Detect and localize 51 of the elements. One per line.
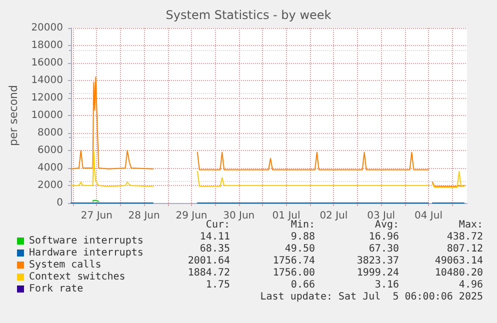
- text: 438.72: [446, 232, 483, 242]
- x-tick-label: 27 Jun: [80, 210, 112, 222]
- y-tick-label: 4000: [38, 162, 63, 174]
- legend-label: Software interrupts: [29, 236, 144, 246]
- text: 49063.14: [434, 256, 484, 266]
- x-tick-label: 02 Jul: [320, 210, 348, 222]
- text: 1756.74: [272, 256, 316, 266]
- text: Min:: [290, 220, 316, 230]
- text: 16.96: [368, 232, 400, 242]
- text: Cur:: [206, 220, 230, 230]
- x-tick-label: 28 Jun: [128, 210, 160, 222]
- legend-label: System calls: [29, 260, 102, 270]
- text: 67.30: [368, 244, 400, 254]
- x-tick-label: 29 Jun: [176, 210, 208, 222]
- y-tick-label: 8000: [38, 128, 63, 138]
- text: 10480.20: [434, 268, 484, 278]
- y-tick-label: 14000: [31, 75, 63, 86]
- text: 0.66: [290, 280, 316, 290]
- text: 3.16: [374, 280, 400, 290]
- y-tick-label: 2000: [38, 180, 63, 191]
- text: Last update: Sat Jul 5 06:00:06 2025: [260, 292, 484, 302]
- text: 1756.00: [272, 268, 316, 278]
- y-tick-label: 18000: [31, 40, 63, 51]
- legend-label: Hardware interrupts: [29, 248, 144, 258]
- y-axis-title: per second: [7, 85, 20, 146]
- x-tick-label: 04 Jul: [414, 210, 442, 222]
- text: 1.75: [206, 280, 230, 290]
- text: 68.35: [200, 244, 230, 254]
- x-tick-label: 30 Jun: [223, 210, 255, 222]
- x-tick-label: 03 Jul: [367, 210, 396, 222]
- y-tick-label: 20000: [31, 22, 63, 34]
- text: Max:: [458, 220, 484, 230]
- text: 3823.37: [356, 256, 400, 266]
- text: Avg:: [374, 220, 400, 230]
- y-tick-label: 0: [56, 198, 63, 208]
- y-tick-label: 6000: [38, 145, 63, 156]
- text: 14.11: [200, 232, 230, 242]
- legend-label: Fork rate: [29, 284, 84, 294]
- y-tick-label: 10000: [31, 110, 63, 121]
- text: 9.88: [290, 232, 316, 242]
- y-tick-label: 12000: [31, 92, 63, 104]
- text: 807.12: [446, 244, 483, 254]
- text: 2001.64: [188, 256, 230, 266]
- text: 1999.24: [356, 268, 400, 278]
- text: 4.96: [458, 280, 484, 290]
- text: 49.50: [284, 244, 316, 254]
- x-tick-label: 01 Jul: [272, 210, 300, 222]
- chart-title: System Statistics - by week: [166, 8, 332, 22]
- legend-label: Context switches: [29, 272, 126, 282]
- text: 1884.72: [188, 268, 230, 278]
- y-tick-label: 16000: [31, 58, 63, 68]
